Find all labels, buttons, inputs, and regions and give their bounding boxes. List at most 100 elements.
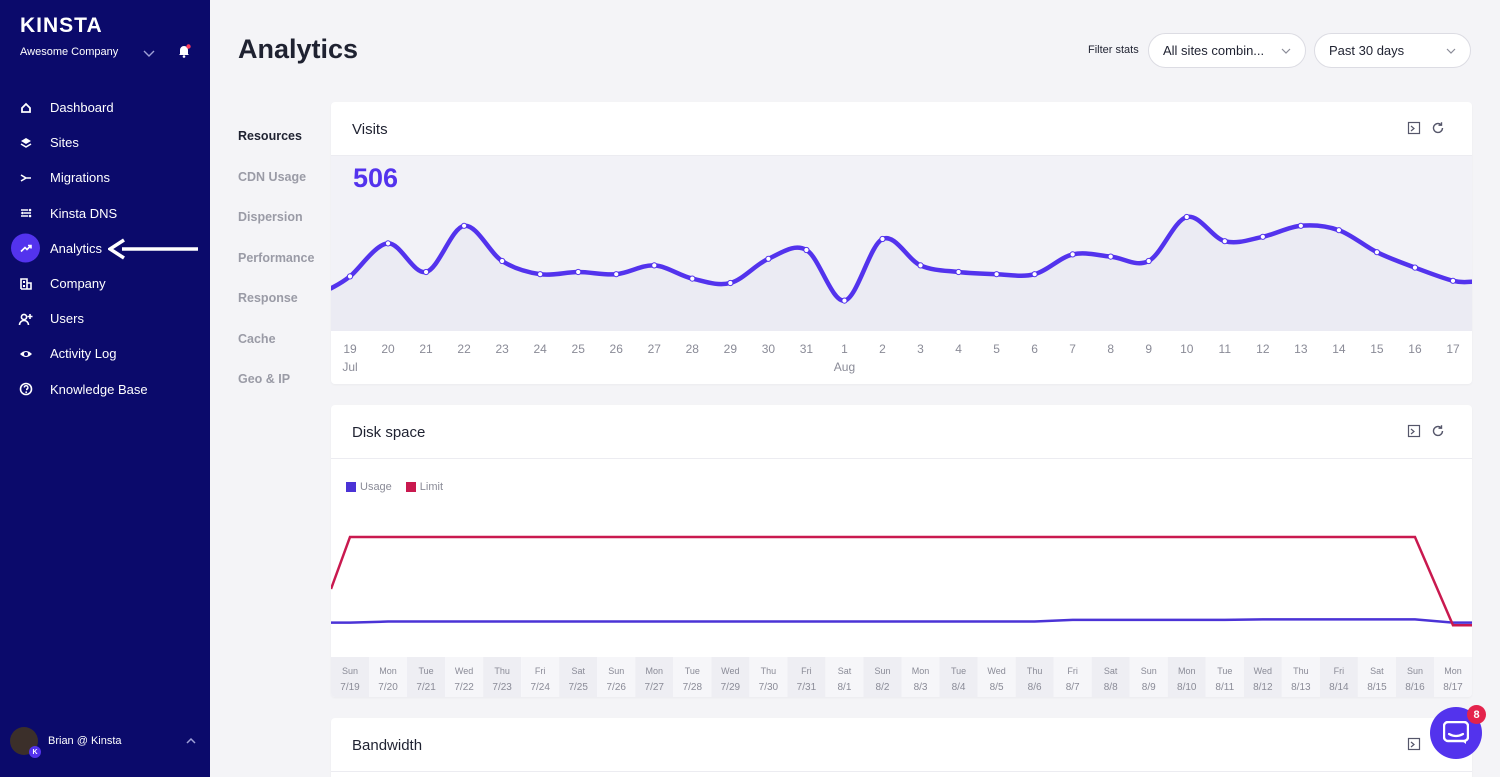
data-point[interactable] [499, 257, 506, 265]
avatar: K [10, 727, 41, 758]
x-tick-date: 7/23 [492, 682, 512, 693]
x-tick-day: Thu [761, 666, 777, 676]
x-tick-date: 8/9 [1142, 682, 1156, 693]
sidebar-item-company[interactable]: Company [0, 266, 210, 301]
subnav-dispersion[interactable]: Dispersion [238, 210, 303, 225]
legend-item-usage[interactable]: Usage [346, 481, 392, 493]
data-point[interactable] [1031, 271, 1038, 278]
data-point[interactable] [1183, 213, 1190, 221]
subnav-response[interactable]: Response [238, 291, 298, 306]
sidebar-item-knowledge-base[interactable]: Knowledge Base [0, 372, 210, 407]
export-icon[interactable] [1407, 121, 1421, 135]
data-point[interactable] [1221, 238, 1228, 245]
data-point[interactable] [384, 240, 392, 247]
data-point[interactable] [1259, 233, 1266, 240]
bell-icon[interactable] [175, 42, 193, 60]
period-filter-select[interactable]: Past 30 days [1314, 33, 1471, 68]
chevron-down-icon[interactable] [140, 44, 158, 62]
subnav-performance[interactable]: Performance [238, 250, 315, 265]
sidebar-item-analytics[interactable]: Analytics [0, 231, 210, 266]
month-label: Aug [834, 360, 855, 374]
data-point[interactable] [955, 268, 962, 276]
legend-swatch [346, 482, 356, 492]
refresh-icon[interactable] [1431, 121, 1445, 135]
filter-stats-label: Filter stats [1088, 44, 1139, 56]
x-band [825, 657, 864, 697]
sidebar-item-sites[interactable]: Sites [0, 125, 210, 160]
subnav-cdn-usage[interactable]: CDN Usage [238, 169, 307, 184]
avatar-badge: K [29, 746, 41, 758]
sidebar-item-users[interactable]: Users [0, 301, 210, 336]
x-band [407, 657, 446, 697]
data-point[interactable] [1373, 249, 1381, 256]
data-point[interactable] [1145, 257, 1152, 265]
sidebar-item-kinsta-dns[interactable]: Kinsta DNS [0, 196, 210, 231]
chevron-down-icon [1446, 48, 1456, 54]
chat-icon [1443, 721, 1469, 744]
data-point[interactable] [537, 271, 544, 278]
data-point[interactable] [575, 268, 582, 276]
x-tick-label: 16 [1408, 342, 1422, 356]
data-point[interactable] [879, 235, 886, 243]
user-menu[interactable]: K Brian @ Kinsta [10, 727, 122, 758]
export-icon[interactable] [1407, 737, 1421, 751]
x-band [521, 657, 560, 697]
data-point[interactable] [1297, 222, 1304, 229]
sites-filter-select[interactable]: All sites combin... [1148, 33, 1306, 68]
refresh-icon[interactable] [1431, 424, 1445, 438]
arrow-left-icon [108, 238, 198, 260]
data-point[interactable] [1107, 253, 1114, 260]
data-point[interactable] [993, 271, 1000, 278]
data-point[interactable] [917, 262, 924, 269]
data-point[interactable] [613, 271, 620, 278]
data-point[interactable] [346, 273, 354, 280]
dns-icon [16, 203, 36, 223]
sidebar-item-label: Activity Log [50, 346, 117, 362]
x-tick-day: Sun [1141, 666, 1157, 676]
x-tick-label: 14 [1332, 342, 1346, 356]
data-point[interactable] [689, 275, 696, 282]
x-tick-label: 10 [1180, 342, 1194, 356]
disk-space-card: Disk space Sun 7/19 Mon 7/20 Tue 7/21 Wed 7/22 T… [331, 405, 1472, 697]
data-point[interactable] [422, 268, 430, 276]
data-point[interactable] [841, 297, 848, 304]
x-tick-date: 7/24 [530, 682, 550, 693]
company-switcher[interactable]: Awesome Company [20, 46, 119, 58]
data-point[interactable] [461, 222, 468, 229]
chevron-up-icon[interactable] [183, 733, 199, 749]
x-tick-date: 8/16 [1405, 682, 1425, 693]
sidebar-item-label: Kinsta DNS [50, 205, 118, 221]
chevron-down-icon [1281, 48, 1291, 54]
x-tick-date: 7/31 [797, 682, 817, 693]
data-point[interactable] [1335, 227, 1342, 234]
x-tick-date: 8/1 [837, 682, 851, 693]
subnav-resources[interactable]: Resources [238, 129, 302, 144]
subnav-geo-ip[interactable]: Geo & IP [238, 372, 291, 387]
sidebar-item-migrations[interactable]: Migrations [0, 160, 210, 195]
data-point[interactable] [1411, 264, 1419, 271]
x-tick-date: 7/30 [759, 682, 779, 693]
legend-swatch [405, 482, 416, 492]
building-icon [16, 274, 36, 294]
x-tick-label: 20 [381, 342, 395, 356]
subnav-cache[interactable]: Cache [238, 331, 276, 346]
bandwidth-card: Bandwidth [331, 718, 1472, 777]
x-tick-date: 8/5 [990, 682, 1004, 693]
data-point[interactable] [765, 255, 772, 262]
data-point[interactable] [803, 246, 810, 254]
kinsta-logo[interactable]: KINSTA [20, 14, 103, 37]
data-point[interactable] [1449, 277, 1457, 284]
data-point[interactable] [727, 279, 734, 287]
sidebar-item-label: Migrations [50, 170, 110, 186]
x-tick-date: 7/19 [340, 682, 360, 693]
export-icon[interactable] [1407, 424, 1421, 438]
data-point[interactable] [651, 262, 658, 269]
x-tick-day: Sun [608, 666, 624, 676]
sidebar-item-dashboard[interactable]: Dashboard [0, 90, 210, 125]
sidebar-item-activity-log[interactable]: Activity Log [0, 336, 210, 371]
data-point[interactable] [1069, 251, 1076, 258]
visits-total: 506 [353, 163, 399, 193]
limit-line [331, 535, 1472, 627]
legend-item-limit[interactable]: Limit [405, 481, 443, 493]
x-tick-day: Sat [571, 666, 585, 676]
